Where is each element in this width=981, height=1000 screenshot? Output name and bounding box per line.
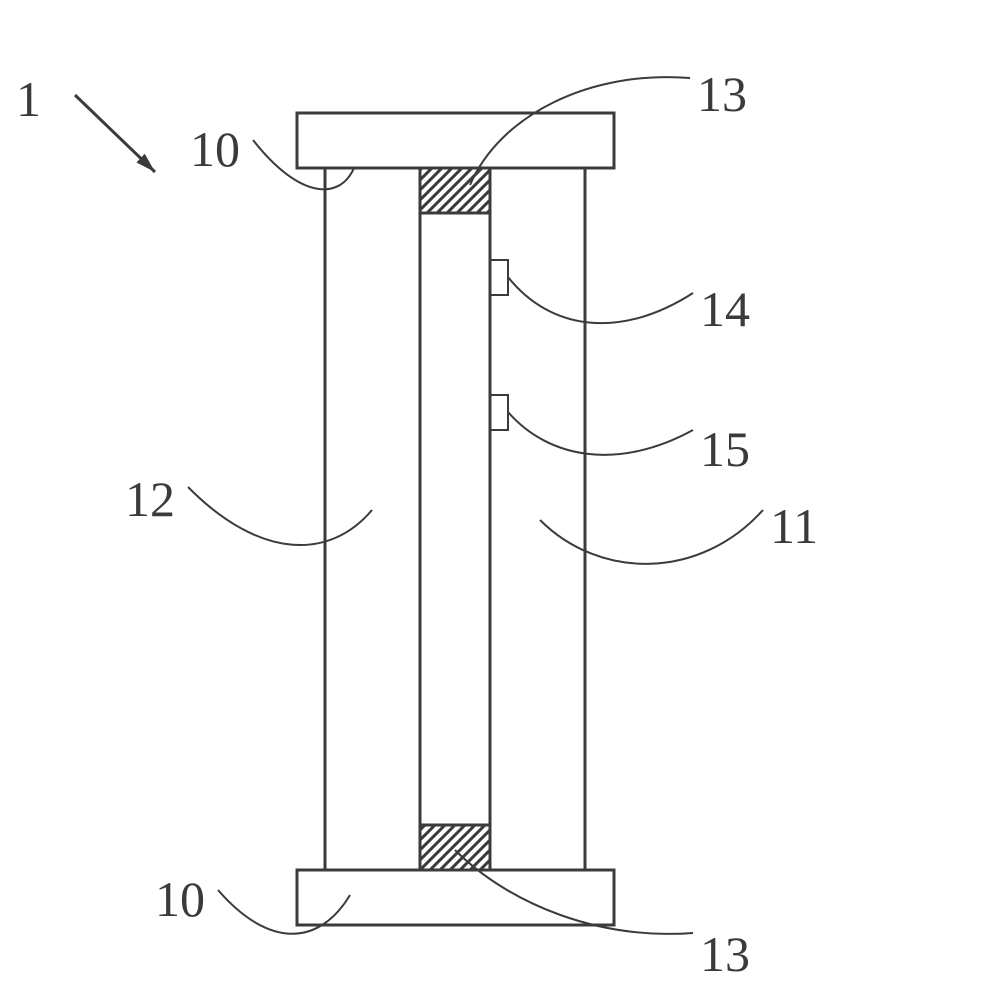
technical-diagram: 1 10 13 14 15 12 11 10 13	[0, 0, 981, 1000]
label-l15: 15	[700, 421, 750, 477]
right-bar	[490, 168, 585, 870]
top-cap	[297, 113, 614, 168]
left-bar	[325, 168, 420, 870]
label-l13t: 13	[697, 66, 747, 122]
top-hatch-block	[420, 168, 490, 213]
bottom-hatch-block	[420, 825, 490, 870]
label-l1: 1	[16, 71, 41, 127]
label-l14: 14	[700, 281, 750, 337]
label-l13b: 13	[700, 926, 750, 982]
label-l10b: 10	[155, 871, 205, 927]
geometry-group	[297, 113, 614, 925]
label-l12: 12	[125, 471, 175, 527]
label-l10t: 10	[190, 121, 240, 177]
label-l11: 11	[770, 498, 818, 554]
